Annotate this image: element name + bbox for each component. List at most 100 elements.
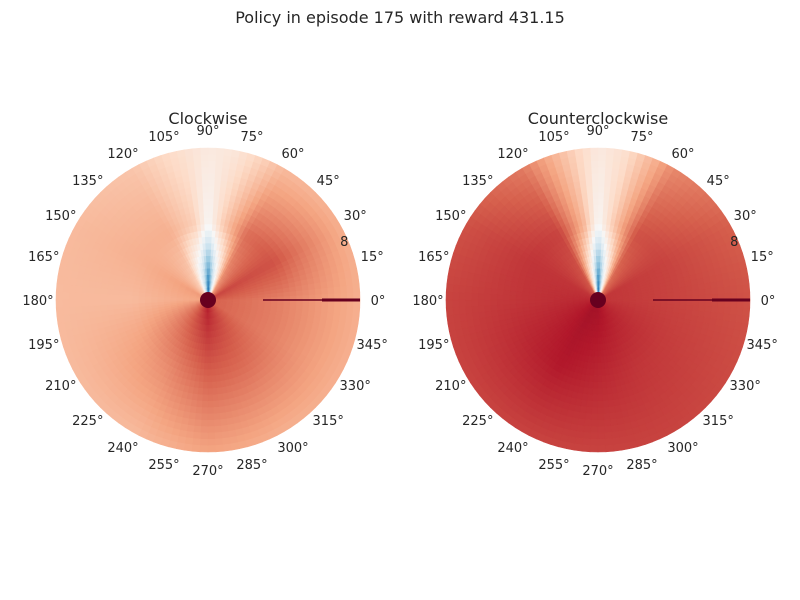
heatmap-cell bbox=[68, 299, 76, 308]
heatmap-cell bbox=[74, 306, 83, 315]
heatmap-cell bbox=[521, 291, 530, 297]
heatmap-cell bbox=[610, 173, 619, 182]
heatmap-cell bbox=[509, 295, 517, 301]
heatmap-cell bbox=[201, 419, 209, 427]
heatmap-cell bbox=[150, 296, 158, 301]
theta-tick-label: 60° bbox=[281, 147, 304, 162]
heatmap-cell bbox=[100, 299, 108, 306]
heatmap-cell bbox=[219, 179, 228, 188]
heatmap-cell bbox=[62, 306, 70, 316]
heatmap-cell bbox=[603, 179, 611, 187]
heatmap-cell bbox=[609, 179, 618, 188]
heatmap-cell bbox=[194, 419, 203, 427]
heatmap-cell bbox=[215, 147, 225, 156]
heatmap-cell bbox=[207, 185, 215, 193]
heatmap-cell bbox=[276, 303, 285, 309]
heatmap-cell bbox=[308, 304, 316, 312]
theta-tick-label: 0° bbox=[371, 294, 386, 309]
heatmap-cell bbox=[308, 299, 316, 306]
theta-tick-label: 345° bbox=[357, 338, 388, 353]
heatmap-cell bbox=[528, 292, 536, 297]
heatmap-cell bbox=[597, 211, 603, 219]
heatmap-cell bbox=[445, 291, 453, 301]
heatmap-cell bbox=[222, 443, 233, 452]
heatmap-cell bbox=[592, 198, 599, 206]
heatmap-cell bbox=[332, 312, 341, 322]
heatmap-cell bbox=[218, 192, 226, 201]
heatmap-cell bbox=[192, 154, 202, 162]
heatmap-cell bbox=[597, 173, 605, 181]
heatmap-cell bbox=[112, 299, 120, 306]
heatmap-cell bbox=[87, 299, 95, 307]
heatmap-cell bbox=[68, 285, 77, 294]
heatmap-cell bbox=[207, 192, 214, 200]
heatmap-cell bbox=[207, 198, 214, 206]
heatmap-cell bbox=[528, 296, 536, 301]
heatmap-cell bbox=[218, 186, 227, 194]
heatmap-cell bbox=[327, 286, 335, 295]
heatmap-cell bbox=[591, 173, 599, 181]
heatmap-cell bbox=[597, 154, 606, 162]
heatmap-cell bbox=[302, 294, 310, 301]
heatmap-cell bbox=[692, 294, 700, 301]
heatmap-cell bbox=[452, 306, 460, 316]
heatmap-cell bbox=[200, 160, 209, 168]
heatmap-cell bbox=[213, 406, 221, 415]
heatmap-cell bbox=[471, 279, 480, 288]
heatmap-cell bbox=[217, 198, 225, 207]
heatmap-cell bbox=[55, 291, 63, 301]
heatmap-cell bbox=[597, 166, 606, 174]
heatmap-cell bbox=[74, 292, 82, 301]
heatmap-cell bbox=[119, 299, 127, 305]
heatmap-cell bbox=[339, 285, 348, 294]
heatmap-cell bbox=[125, 299, 133, 305]
heatmap-cell bbox=[186, 167, 196, 176]
heatmap-cell bbox=[576, 167, 586, 176]
heatmap-cell bbox=[471, 286, 479, 295]
heatmap-cell bbox=[138, 296, 146, 301]
heatmap-cell bbox=[93, 287, 102, 295]
heatmap-cell bbox=[201, 413, 209, 421]
heatmap-cell bbox=[204, 356, 209, 364]
heatmap-cell bbox=[308, 288, 316, 296]
heatmap-cell bbox=[199, 368, 205, 377]
heatmap-cell bbox=[509, 290, 517, 297]
heatmap-cell bbox=[207, 223, 213, 231]
heatmap-cell bbox=[597, 217, 603, 225]
heatmap-cell bbox=[214, 438, 224, 446]
heatmap-cell bbox=[483, 293, 491, 301]
heatmap-cell bbox=[452, 292, 460, 301]
heatmap-cell bbox=[212, 198, 219, 206]
heatmap-cell bbox=[477, 287, 485, 295]
theta-tick-label: 270° bbox=[192, 464, 223, 479]
heatmap-cell bbox=[483, 305, 492, 313]
heatmap-cell bbox=[502, 299, 510, 306]
heatmap-cell bbox=[602, 204, 609, 213]
heatmap-cell bbox=[193, 431, 202, 440]
heatmap-cell bbox=[445, 307, 454, 317]
heatmap-cell bbox=[112, 294, 120, 301]
heatmap-cell bbox=[585, 179, 593, 187]
theta-tick-label: 180° bbox=[22, 294, 53, 309]
theta-tick-label: 45° bbox=[317, 174, 340, 189]
heatmap-cell bbox=[186, 424, 196, 433]
r-tick-label: 8 bbox=[340, 235, 348, 250]
theta-tick-label: 240° bbox=[107, 441, 138, 456]
heatmap-cell bbox=[612, 148, 623, 157]
heatmap-cell bbox=[207, 400, 214, 408]
heatmap-cell bbox=[211, 223, 217, 232]
theta-tick-label: 150° bbox=[45, 209, 76, 224]
heatmap-cell bbox=[205, 343, 209, 351]
center-dot bbox=[200, 292, 216, 308]
heatmap-cell bbox=[207, 407, 215, 415]
heatmap-cell bbox=[131, 291, 140, 297]
heatmap-cell bbox=[490, 282, 499, 290]
heatmap-cell bbox=[207, 173, 215, 181]
heatmap-cell bbox=[202, 198, 209, 206]
heatmap-cell bbox=[582, 154, 592, 162]
heatmap-cell bbox=[521, 295, 529, 301]
heatmap-cell bbox=[211, 211, 218, 219]
heatmap-cell bbox=[183, 148, 194, 157]
heatmap-cell bbox=[200, 166, 209, 174]
